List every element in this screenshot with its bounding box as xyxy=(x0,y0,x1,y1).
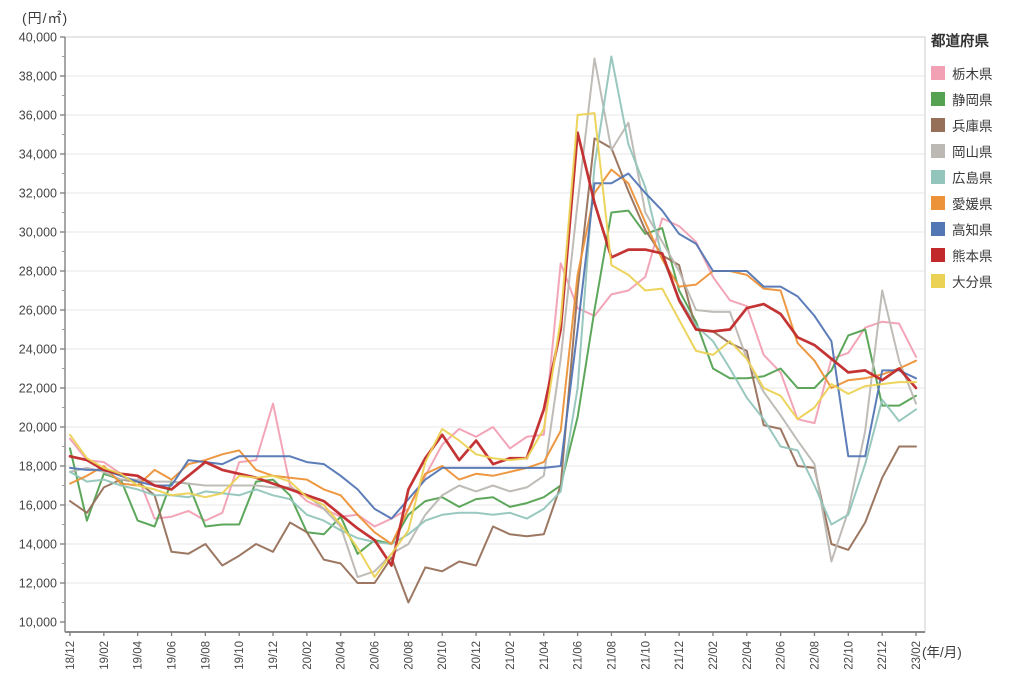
legend-item-岡山県[interactable]: 岡山県 xyxy=(931,138,1023,164)
x-tick-label: 22/06 xyxy=(776,641,788,670)
x-tick-label: 23/02 xyxy=(911,641,923,670)
legend-swatch xyxy=(931,144,945,158)
legend-item-兵庫県[interactable]: 兵庫県 xyxy=(931,112,1023,138)
y-tick-label: 12,000 xyxy=(19,577,57,591)
series-line-高知県 xyxy=(69,172,917,520)
y-tick-label: 16,000 xyxy=(19,499,57,513)
x-tick-label: 19/12 xyxy=(268,641,280,670)
y-tick-label: 10,000 xyxy=(19,616,57,630)
y-tick-label: 34,000 xyxy=(19,148,57,162)
y-axis-unit-label: (円/㎡) xyxy=(22,10,69,26)
x-tick-label: 20/02 xyxy=(302,641,314,670)
legend-swatch xyxy=(931,92,945,106)
legend-label: 栃木県 xyxy=(952,67,993,82)
x-tick-label: 19/08 xyxy=(200,641,212,670)
legend-item-栃木県[interactable]: 栃木県 xyxy=(931,60,1023,86)
legend-label: 静岡県 xyxy=(952,93,993,108)
series-line-広島県 xyxy=(69,55,917,545)
y-tick-label: 30,000 xyxy=(19,226,57,240)
y-tick-label: 28,000 xyxy=(19,265,57,279)
x-tick-label: 21/06 xyxy=(573,641,585,670)
x-tick-label: 20/08 xyxy=(403,641,415,670)
series-line-兵庫県 xyxy=(69,137,917,604)
legend-item-熊本県[interactable]: 熊本県 xyxy=(931,242,1023,268)
series-line-岡山県 xyxy=(69,57,917,579)
legend-swatch xyxy=(931,118,945,132)
x-tick-label: 20/10 xyxy=(437,641,449,670)
x-tick-label: 21/12 xyxy=(674,641,686,670)
x-tick-label: 19/02 xyxy=(99,641,111,670)
legend-label: 高知県 xyxy=(952,223,993,238)
x-tick-label: 22/10 xyxy=(843,641,855,670)
legend-item-広島県[interactable]: 広島県 xyxy=(931,164,1023,190)
legend-items: 栃木県静岡県兵庫県岡山県広島県愛媛県高知県熊本県大分県 xyxy=(931,60,1023,294)
x-tick-label: 22/08 xyxy=(809,641,821,670)
series-line-愛媛県 xyxy=(69,168,917,545)
x-tick-label: 21/04 xyxy=(539,640,551,669)
series-line-熊本県 xyxy=(68,131,918,567)
y-tick-label: 20,000 xyxy=(19,421,57,435)
legend-item-高知県[interactable]: 高知県 xyxy=(931,216,1023,242)
legend-swatch xyxy=(931,66,945,80)
legend-label: 兵庫県 xyxy=(952,119,993,134)
y-tick-label: 24,000 xyxy=(19,343,57,357)
y-tick-label: 14,000 xyxy=(19,538,57,552)
x-tick-label: 20/04 xyxy=(336,640,348,669)
x-tick-label: 22/12 xyxy=(877,641,889,670)
legend-swatch xyxy=(931,222,945,236)
x-tick-label: 19/04 xyxy=(133,640,145,669)
x-tick-label: 18/12 xyxy=(65,641,77,670)
legend-label: 熊本県 xyxy=(952,249,993,264)
legend-swatch xyxy=(931,196,945,210)
legend-item-大分県[interactable]: 大分県 xyxy=(931,268,1023,294)
series-line-静岡県 xyxy=(69,209,917,555)
legend-swatch xyxy=(931,274,945,288)
y-tick-label: 26,000 xyxy=(19,304,57,318)
x-tick-label: 21/08 xyxy=(606,641,618,670)
legend-label: 愛媛県 xyxy=(952,197,993,212)
legend-label: 大分県 xyxy=(952,275,993,290)
x-tick-label: 21/02 xyxy=(505,641,517,670)
legend-item-愛媛県[interactable]: 愛媛県 xyxy=(931,190,1023,216)
legend-title: 都道府県 xyxy=(931,34,989,50)
y-tick-label: 32,000 xyxy=(19,187,57,201)
x-tick-label: 20/06 xyxy=(370,641,382,670)
x-tick-label: 21/10 xyxy=(640,641,652,670)
x-tick-label: 20/12 xyxy=(471,641,483,670)
legend: 都道府県 栃木県静岡県兵庫県岡山県広島県愛媛県高知県熊本県大分県 xyxy=(931,30,1023,294)
legend-item-静岡県[interactable]: 静岡県 xyxy=(931,86,1023,112)
y-tick-label: 38,000 xyxy=(19,70,57,84)
series-line-大分県 xyxy=(69,112,917,579)
legend-swatch xyxy=(931,170,945,184)
x-axis-unit-label: (年/月) xyxy=(922,645,962,660)
x-tick-label: 22/04 xyxy=(742,640,754,669)
y-tick-label: 36,000 xyxy=(19,109,57,123)
y-tick-label: 22,000 xyxy=(19,382,57,396)
legend-swatch xyxy=(931,248,945,262)
series-line-栃木県 xyxy=(69,217,917,528)
x-tick-label: 19/10 xyxy=(234,641,246,670)
x-tick-label: 19/06 xyxy=(167,641,179,670)
legend-label: 広島県 xyxy=(952,171,993,186)
legend-label: 岡山県 xyxy=(952,145,993,160)
y-tick-label: 40,000 xyxy=(19,31,57,45)
y-tick-label: 18,000 xyxy=(19,460,57,474)
x-tick-label: 22/02 xyxy=(708,641,720,670)
